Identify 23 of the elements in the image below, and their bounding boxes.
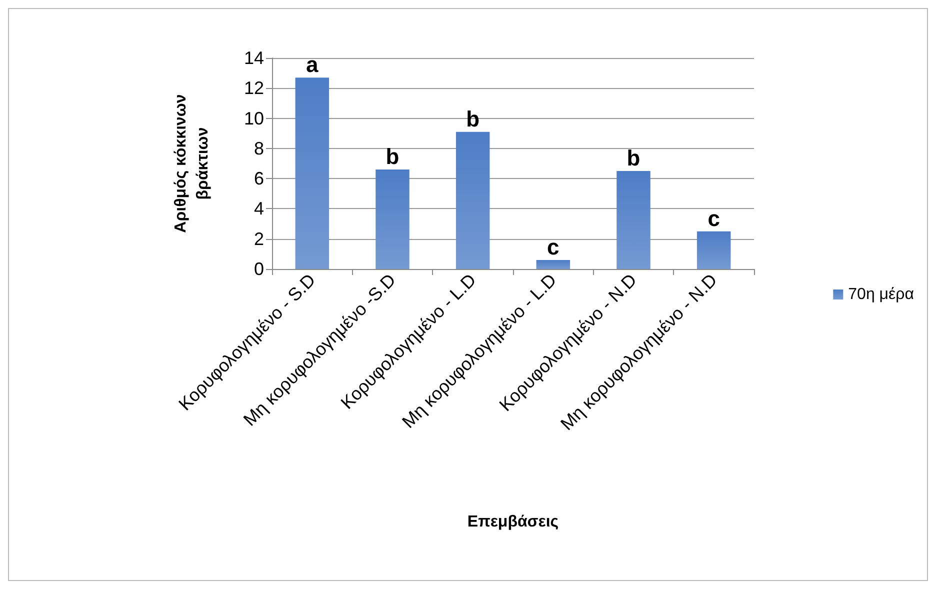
annotation: b xyxy=(466,106,480,132)
y-tick-label: 2 xyxy=(254,228,264,249)
annotation: a xyxy=(306,52,320,78)
bar xyxy=(696,231,731,269)
bar xyxy=(456,132,490,269)
x-axis-title: Επεμβάσεις xyxy=(467,514,559,530)
y-tick-label: 4 xyxy=(254,198,264,219)
y-tick-label: 10 xyxy=(244,108,264,128)
y-tick-label: 8 xyxy=(254,138,264,158)
bar xyxy=(376,170,410,269)
y-tick-label: 6 xyxy=(254,168,264,189)
y-tick-label: 14 xyxy=(244,48,264,68)
legend-label: 70η μέρα xyxy=(848,286,914,303)
bar xyxy=(536,260,570,269)
y-tick-label: 0 xyxy=(254,259,264,279)
bar xyxy=(616,171,650,269)
bar xyxy=(295,78,330,269)
y-axis-title: Αριθμός κόκκινων βράκτιων xyxy=(172,94,212,233)
annotation: c xyxy=(547,234,560,260)
y-tick-label: 12 xyxy=(244,78,264,98)
annotation: c xyxy=(708,206,720,231)
annotation: b xyxy=(386,144,400,170)
annotation: b xyxy=(626,146,640,171)
